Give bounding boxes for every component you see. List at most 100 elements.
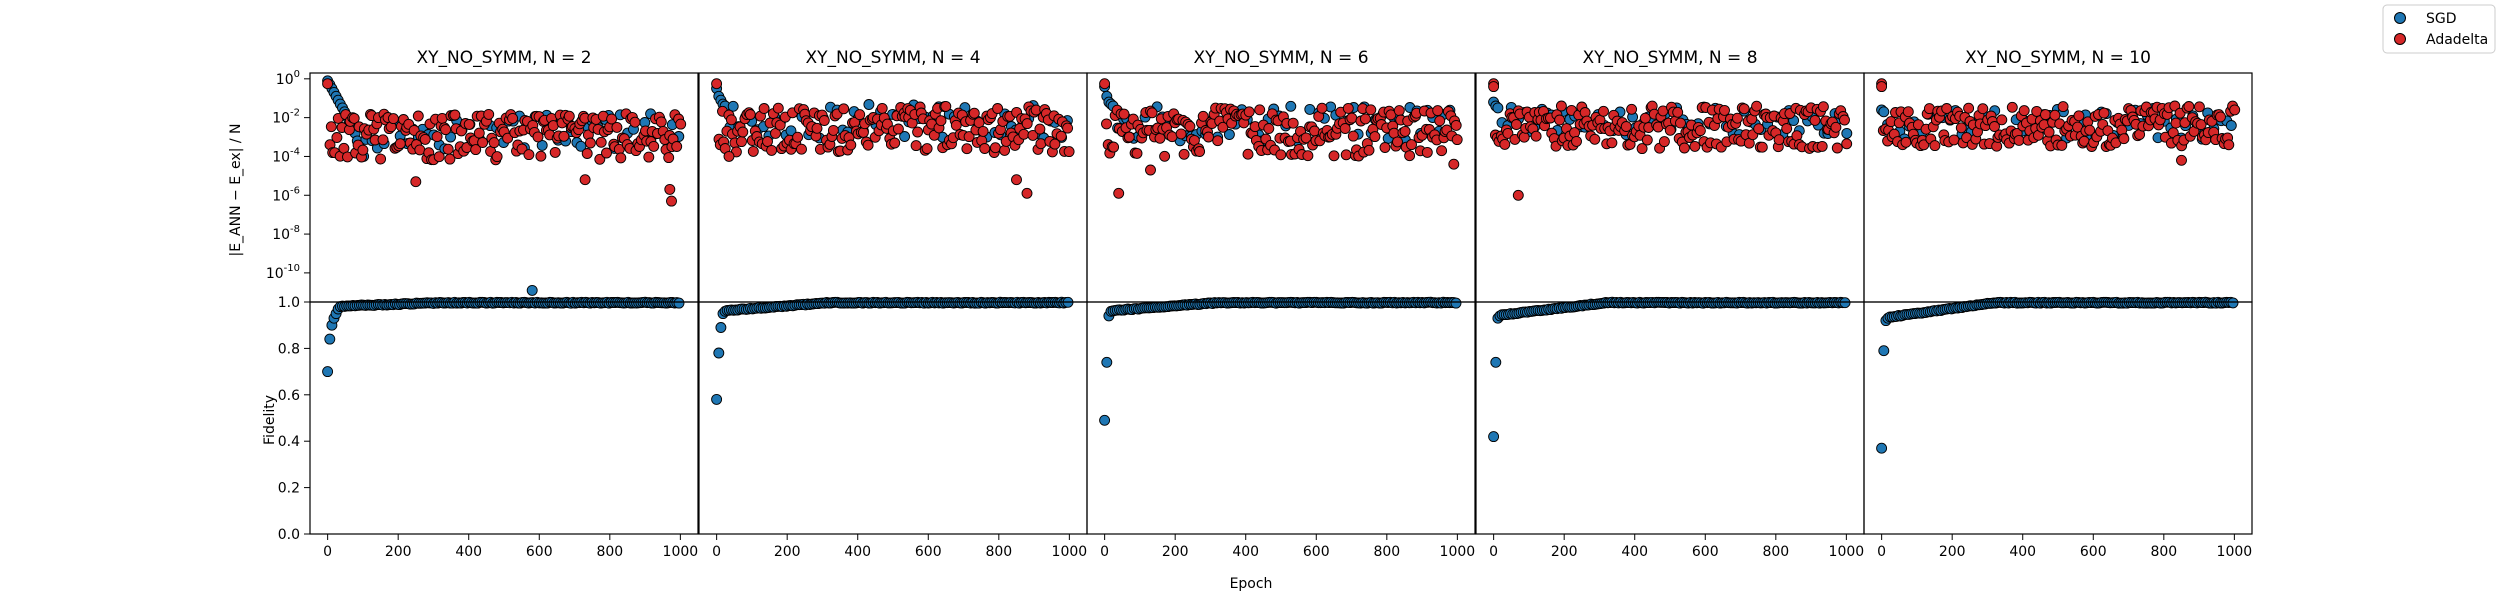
adadelta-energy-point: [2056, 139, 2068, 151]
x-tick-label: 800: [985, 544, 1012, 560]
adadelta-energy-point: [1404, 150, 1416, 162]
sgd-fidelity-point: [324, 333, 336, 345]
sgd-energy-point: [1304, 103, 1316, 115]
adadelta-energy-point: [811, 122, 823, 134]
adadelta-energy-point: [2193, 101, 2205, 113]
adadelta-energy-point: [796, 143, 807, 155]
adadelta-energy-point: [1781, 123, 1793, 134]
adadelta-energy-point: [912, 126, 924, 138]
adadelta-energy-point: [1448, 158, 1460, 170]
x-tick-label: 0: [1489, 544, 1498, 560]
adadelta-energy-point: [1123, 131, 1135, 143]
panel-title: XY_NO_SYMM, N = 10: [1965, 48, 2151, 68]
adadelta-energy-point: [1099, 78, 1111, 90]
x-tick-label: 0: [1877, 544, 1886, 560]
adadelta-energy-point: [940, 100, 952, 112]
adadelta-energy-point: [348, 112, 360, 124]
adadelta-energy-point: [535, 150, 547, 162]
sgd-fidelity-point: [1839, 297, 1851, 309]
scatter-points: [1876, 78, 2241, 454]
adadelta-energy-point: [1346, 112, 1358, 124]
adadelta-energy-point: [1918, 139, 1930, 151]
adadelta-energy-point: [1689, 140, 1701, 152]
panel-4: XY_NO_SYMM, N = 8 0 200 400 600 800 1000: [1475, 48, 1865, 560]
adadelta-energy-point: [2229, 104, 2241, 116]
x-tick-label: 1000: [1829, 544, 1865, 560]
adadelta-energy-point: [1606, 137, 1618, 149]
adadelta-energy-point: [579, 174, 591, 186]
adadelta-energy-point: [1773, 134, 1785, 146]
adadelta-energy-point: [1369, 131, 1381, 143]
adadelta-energy-point: [711, 78, 723, 90]
adadelta-energy-point: [770, 127, 781, 139]
bottom-y-tick-label: 0.4: [278, 434, 300, 450]
x-tick-label: 800: [1373, 544, 1400, 560]
panel-3: XY_NO_SYMM, N = 6 0 200 400 600 800 1000: [1086, 48, 1476, 560]
sgd-energy-point: [863, 99, 875, 110]
adadelta-energy-point: [2018, 105, 2030, 117]
adadelta-energy-point: [1055, 130, 1067, 142]
adadelta-energy-point: [2183, 101, 2195, 112]
adadelta-energy-point: [921, 143, 933, 155]
adadelta-energy-point: [1203, 131, 1214, 143]
adadelta-energy-point: [1108, 141, 1120, 153]
adadelta-energy-point: [1499, 138, 1511, 150]
x-tick-label: 400: [1621, 544, 1648, 560]
adadelta-energy-point: [1212, 135, 1224, 147]
adadelta-energy-point: [1530, 130, 1542, 142]
adadelta-energy-point: [1287, 117, 1299, 129]
sgd-energy-point: [1878, 106, 1890, 118]
adadelta-energy-point: [2073, 110, 2085, 122]
adadelta-energy-point: [1175, 128, 1187, 140]
adadelta-energy-point: [1197, 110, 1209, 122]
adadelta-energy-point: [1620, 121, 1632, 132]
x-tick-label: 400: [844, 544, 871, 560]
adadelta-energy-point: [1902, 106, 1914, 118]
adadelta-energy-point: [433, 151, 445, 163]
adadelta-energy-point: [1451, 134, 1463, 146]
sgd-energy-point: [1841, 127, 1853, 139]
adadelta-energy-point: [1406, 139, 1417, 151]
sgd-fidelity-point: [1488, 431, 1500, 443]
x-tick-label: 1000: [1052, 544, 1088, 560]
adadelta-energy-point: [431, 131, 443, 143]
scatter-points: [1099, 78, 1463, 426]
x-tick-label: 400: [2009, 544, 2036, 560]
adadelta-energy-point: [502, 132, 514, 144]
adadelta-energy-point: [483, 108, 495, 120]
adadelta-energy-point: [1948, 134, 1960, 146]
sgd-energy-point: [1285, 100, 1297, 112]
scatter-points: [711, 78, 1075, 405]
adadelta-energy-point: [1955, 122, 1967, 134]
adadelta-energy-point: [1300, 132, 1312, 144]
fidelity-axes-frame: [698, 301, 1088, 535]
adadelta-energy-point: [845, 139, 857, 151]
adadelta-energy-point: [357, 144, 369, 156]
x-tick-label: 200: [774, 544, 801, 560]
adadelta-energy-point: [1101, 118, 1112, 130]
bottom-y-tick-label: 0.6: [278, 388, 300, 404]
panel-1: XY_NO_SYMM, N = 2 0 200 400 600 800 1000 100 10-…: [266, 48, 699, 560]
adadelta-energy-point: [1154, 132, 1166, 144]
adadelta-energy-point: [1159, 150, 1171, 162]
adadelta-energy-point: [2215, 111, 2226, 123]
adadelta-energy-point: [532, 131, 544, 143]
sgd-energy-outlier: [526, 284, 538, 296]
adadelta-energy-point: [419, 133, 431, 145]
adadelta-energy-point: [758, 103, 770, 114]
adadelta-energy-point: [322, 78, 334, 90]
x-tick-label: 400: [455, 544, 482, 560]
sgd-fidelity-point: [715, 322, 727, 333]
adadelta-energy-point: [1555, 100, 1567, 112]
adadelta-energy-point: [1018, 128, 1030, 140]
adadelta-energy-point: [892, 123, 904, 135]
adadelta-energy-point: [2098, 107, 2110, 119]
adadelta-energy-point: [1817, 101, 1829, 113]
adadelta-energy-point: [889, 137, 901, 149]
adadelta-energy-point: [2195, 119, 2207, 131]
adadelta-energy-point: [2084, 124, 2096, 136]
top-y-tick-label: 10-8: [272, 224, 300, 243]
adadelta-energy-point: [992, 103, 1004, 114]
adadelta-energy-point: [1347, 130, 1359, 142]
adadelta-energy-point: [747, 145, 759, 157]
